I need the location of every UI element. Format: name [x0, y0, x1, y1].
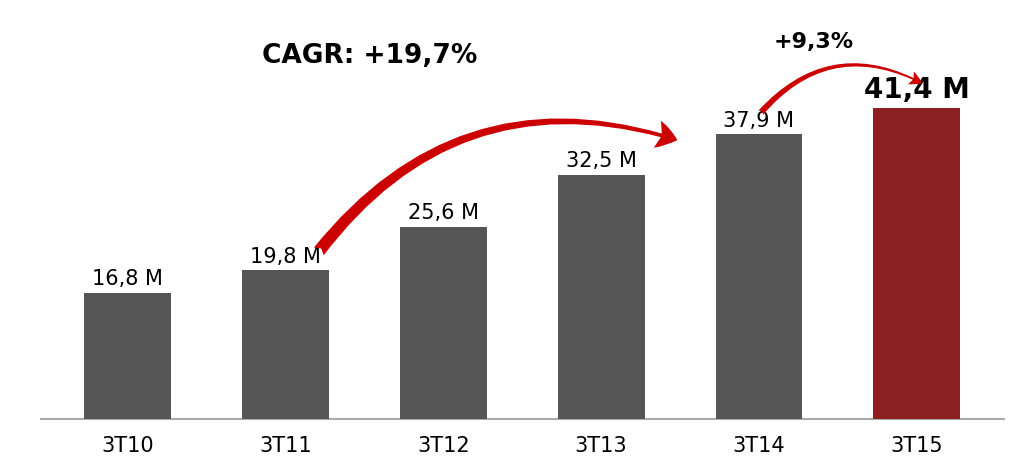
Text: 37,9 M: 37,9 M	[723, 110, 795, 130]
Bar	[400, 227, 486, 419]
Text: 25,6 M: 25,6 M	[408, 203, 479, 223]
Text: 32,5 M: 32,5 M	[565, 151, 637, 171]
Bar	[84, 293, 171, 419]
Text: +9,3%: +9,3%	[774, 32, 854, 52]
Bar	[558, 175, 644, 419]
Bar	[242, 270, 329, 419]
Text: 41,4 M: 41,4 M	[864, 76, 970, 104]
Text: 16,8 M: 16,8 M	[92, 268, 163, 288]
Bar	[716, 135, 803, 419]
Bar	[873, 109, 961, 419]
Text: 19,8 M: 19,8 M	[250, 246, 321, 266]
Text: CAGR: +19,7%: CAGR: +19,7%	[262, 43, 477, 69]
